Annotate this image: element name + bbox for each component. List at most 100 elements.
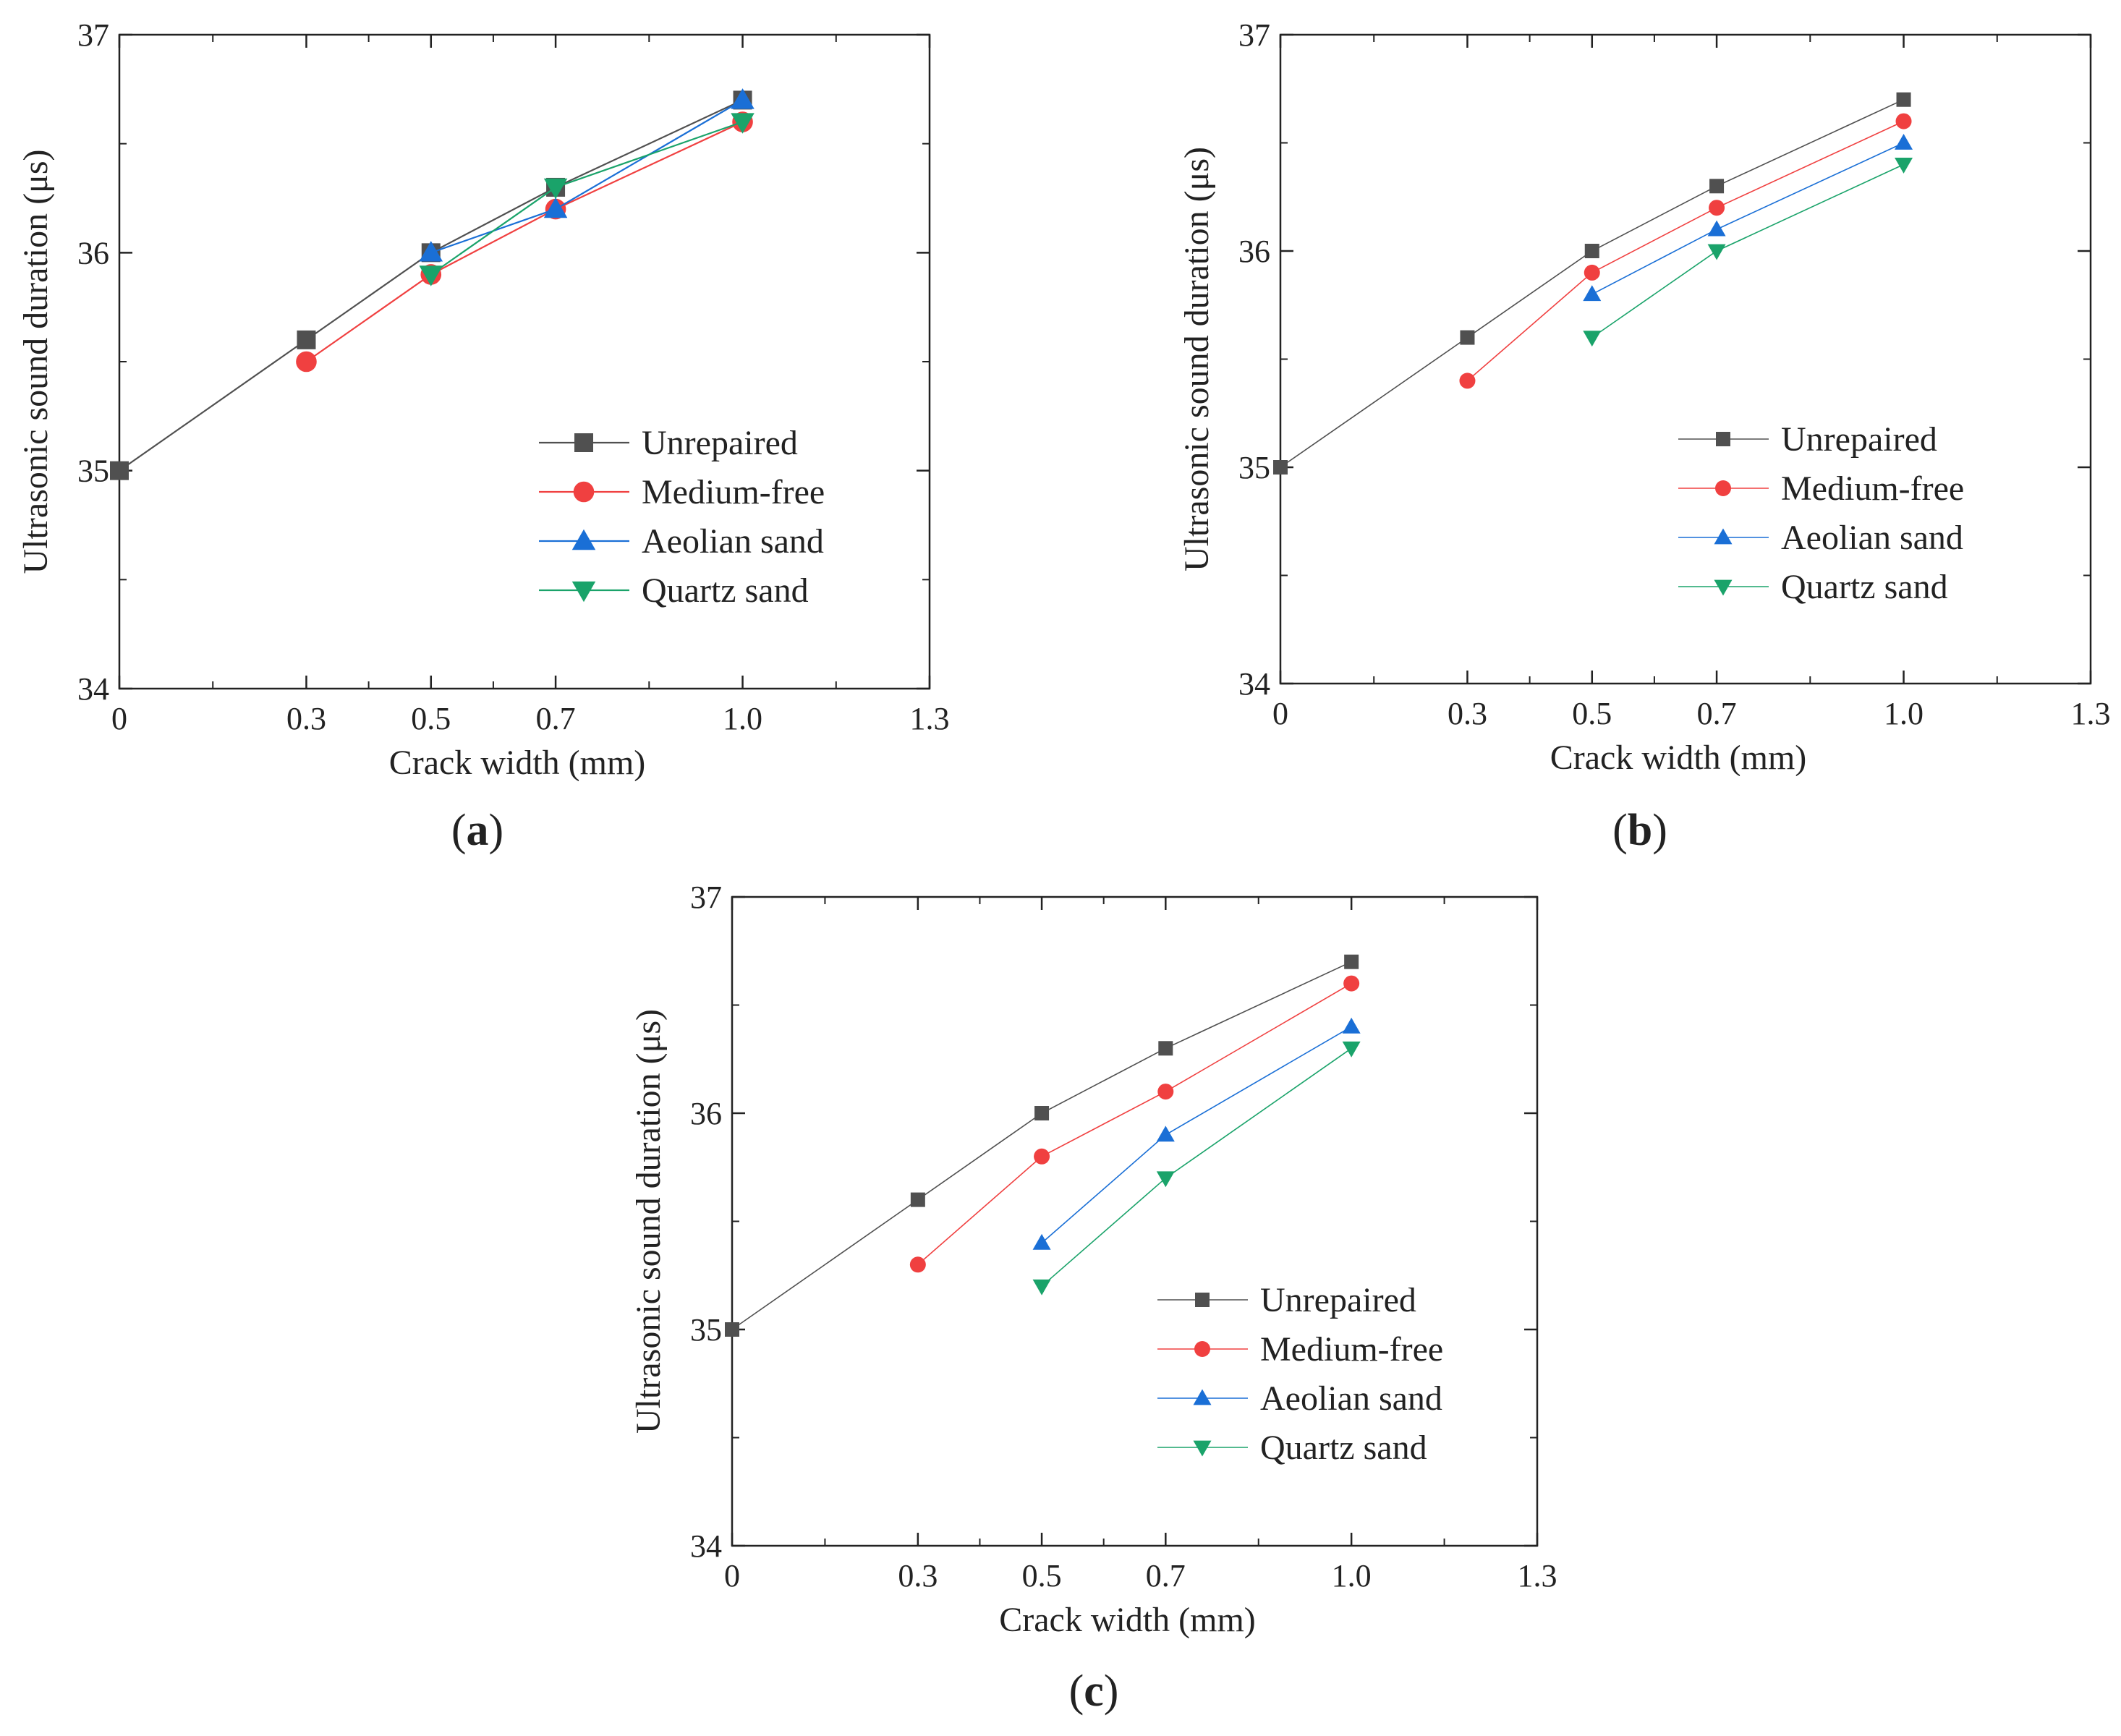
x-tick-label: 0.3	[898, 1558, 938, 1594]
chart-panel-b: 0 0.3 0.5 0.7 1.0 1.3 34 35 36 37 Crack width (mm)…	[1178, 17, 2111, 855]
y-tick-label: 36	[77, 235, 109, 271]
legend-marker-aeolian-sand	[1714, 528, 1733, 545]
x-tick-label: 1.3	[910, 701, 950, 736]
legend-label-aeolian-sand: Aeolian sand	[1781, 519, 1963, 557]
data-point-quartz-sand	[1032, 1279, 1051, 1295]
series-line-unrepaired	[1280, 98, 1904, 468]
x-tick-label: 0.3	[1448, 696, 1487, 731]
data-point-unrepaired	[1460, 330, 1475, 345]
y-tick-label: 34	[690, 1528, 722, 1564]
data-point-unrepaired	[1034, 1106, 1050, 1120]
legend-marker-quartz-sand	[1193, 1440, 1212, 1457]
data-point-quartz-sand	[1156, 1171, 1175, 1188]
series-line-aeolian-sand	[1041, 1026, 1352, 1244]
x-tick-label: 1.0	[1884, 696, 1924, 731]
x-tick-label: 0.7	[536, 701, 576, 736]
data-point-quartz-sand	[1583, 331, 1602, 347]
data-point-unrepaired	[1709, 179, 1725, 194]
legend-marker-aeolian-sand	[1193, 1389, 1212, 1405]
data-point-aeolian-sand	[1707, 220, 1726, 237]
data-point-aeolian-sand	[1032, 1233, 1051, 1250]
x-tick-label: 0.5	[411, 701, 451, 736]
data-point-unrepaired	[1344, 954, 1359, 969]
data-point-quartz-sand	[1895, 158, 1913, 174]
data-point-aeolian-sand	[1156, 1126, 1175, 1142]
data-point-unrepaired	[1273, 460, 1288, 475]
legend-label-unrepaired: Unrepaired	[1781, 420, 1937, 459]
data-point-unrepaired	[725, 1322, 739, 1337]
chart-panel-a: 0 0.3 0.5 0.7 1.0 1.3 34 35 36 37 Crack width (mm)…	[17, 17, 950, 855]
x-tick-label: 0.7	[1697, 696, 1737, 731]
series-line-quartz-sand	[1591, 163, 1904, 339]
series-line-aeolian-sand	[1591, 142, 1904, 295]
legend-marker-quartz-sand	[571, 581, 596, 603]
x-tick-label: 0.3	[286, 701, 326, 736]
y-axis-title: Ultrasonic sound duration (μs)	[17, 150, 55, 574]
y-tick-label: 35	[77, 454, 109, 489]
data-point-unrepaired	[1584, 244, 1599, 258]
legend-label-aeolian-sand: Aeolian sand	[642, 522, 824, 561]
x-tick-label: 0	[111, 701, 127, 736]
y-tick-label: 37	[1238, 17, 1270, 53]
legend-label-quartz-sand: Quartz sand	[1260, 1429, 1427, 1467]
series-line-medium-free	[1466, 120, 1904, 382]
data-point-quartz-sand	[1707, 244, 1726, 260]
legend-label-medium-free: Medium-free	[642, 473, 825, 511]
data-point-unrepaired	[110, 461, 129, 480]
legend-label-aeolian-sand: Aeolian sand	[1260, 1379, 1442, 1418]
series-line-quartz-sand	[430, 121, 743, 276]
data-point-aeolian-sand	[1342, 1017, 1361, 1034]
y-tick-label: 35	[690, 1312, 722, 1348]
data-point-aeolian-sand	[731, 88, 755, 109]
data-point-medium-free	[1459, 373, 1476, 389]
y-tick-label: 36	[690, 1096, 722, 1131]
data-point-quartz-sand	[731, 113, 755, 134]
data-point-unrepaired	[1158, 1041, 1173, 1056]
y-tick-label: 35	[1238, 450, 1270, 485]
legend-marker-unrepaired	[1716, 432, 1730, 446]
series-line-unrepaired	[731, 961, 1352, 1330]
data-point-unrepaired	[910, 1192, 925, 1207]
data-point-quartz-sand	[543, 178, 568, 200]
y-axis-title: Ultrasonic sound duration (μs)	[629, 1009, 668, 1434]
legend-marker-medium-free	[1715, 480, 1731, 496]
x-tick-label: 0	[724, 1558, 740, 1594]
data-point-unrepaired	[297, 330, 316, 349]
y-axis-title: Ultrasonic sound duration (μs)	[1178, 147, 1216, 571]
legend-marker-aeolian-sand	[571, 529, 596, 550]
legend-marker-medium-free	[1194, 1341, 1210, 1357]
x-tick-label: 1.0	[1332, 1558, 1372, 1594]
data-point-aeolian-sand	[543, 197, 568, 218]
y-tick-label: 37	[77, 17, 109, 53]
y-tick-label: 36	[1238, 234, 1270, 269]
data-point-quartz-sand	[1342, 1041, 1361, 1058]
data-point-unrepaired	[1896, 92, 1911, 107]
data-point-medium-free	[1034, 1148, 1050, 1165]
data-point-medium-free	[909, 1256, 926, 1273]
data-point-medium-free	[1709, 200, 1725, 216]
data-point-medium-free	[1895, 113, 1912, 129]
data-point-quartz-sand	[419, 265, 443, 286]
legend-marker-quartz-sand	[1714, 579, 1733, 596]
legend-marker-medium-free	[573, 481, 595, 503]
data-point-aeolian-sand	[1895, 134, 1913, 150]
data-point-medium-free	[1343, 975, 1360, 992]
data-point-aeolian-sand	[1583, 285, 1602, 302]
chart-panel-c: 0 0.3 0.5 0.7 1.0 1.3 34 35 36 37 Crack width (mm)…	[629, 880, 1557, 1716]
panel-label: (c)	[1069, 1667, 1119, 1716]
x-tick-label: 0	[1272, 696, 1288, 731]
x-tick-label: 0.5	[1572, 696, 1612, 731]
legend-label-medium-free: Medium-free	[1781, 469, 1964, 508]
y-tick-label: 34	[77, 671, 109, 707]
x-tick-label: 1.0	[723, 701, 762, 736]
panel-label: (b)	[1612, 806, 1667, 855]
series-line-medium-free	[917, 982, 1352, 1265]
series-line-medium-free	[305, 121, 744, 362]
data-point-medium-free	[296, 351, 317, 373]
legend-marker-unrepaired	[1195, 1293, 1210, 1307]
legend-label-quartz-sand: Quartz sand	[642, 571, 809, 610]
x-axis-title: Crack width (mm)	[1550, 739, 1807, 777]
data-point-medium-free	[1157, 1084, 1174, 1100]
legend-label-medium-free: Medium-free	[1260, 1330, 1443, 1369]
